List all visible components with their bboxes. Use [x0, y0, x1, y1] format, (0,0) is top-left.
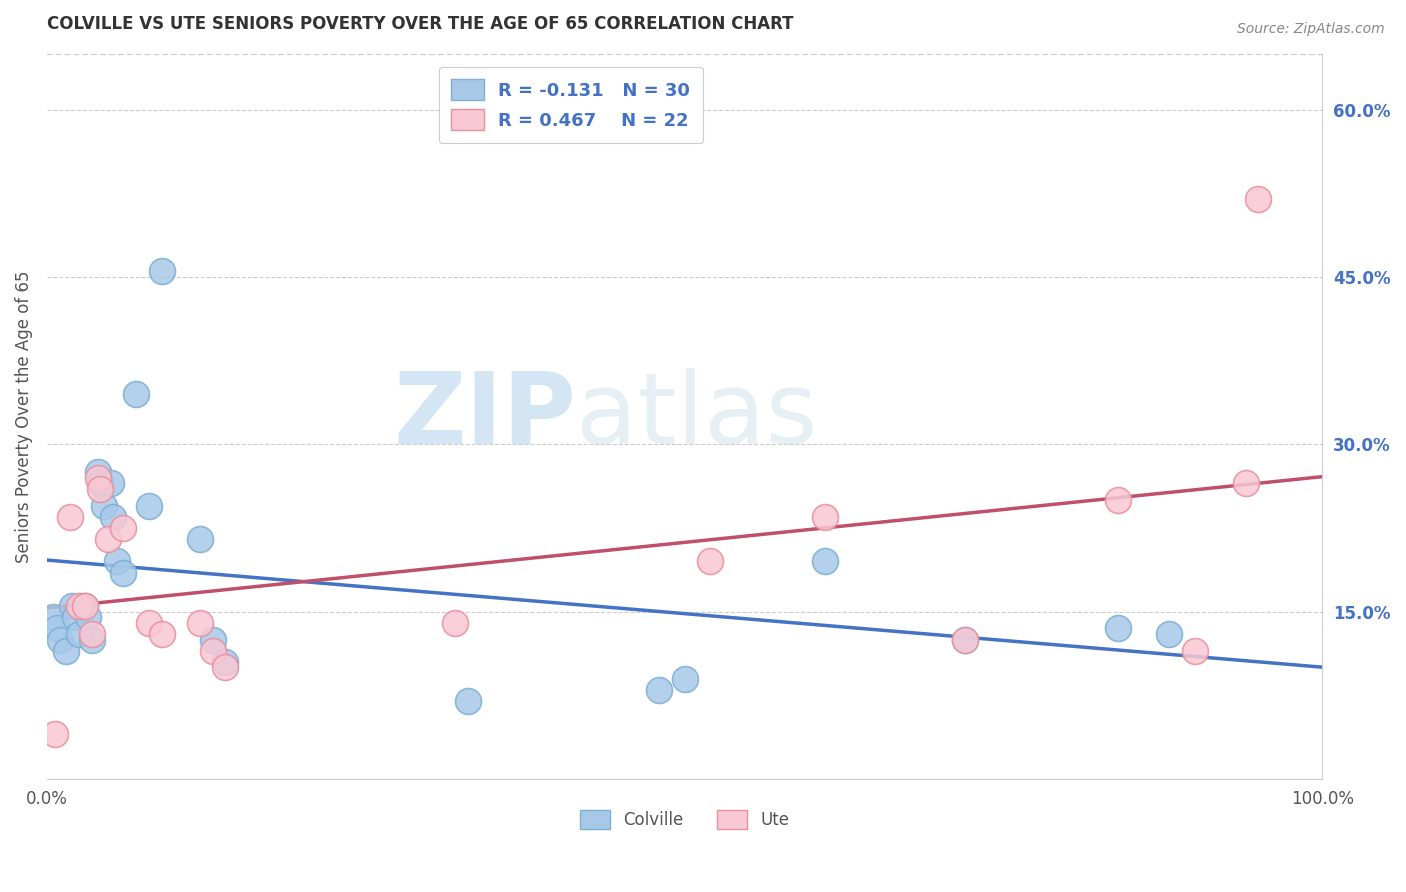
- Text: Source: ZipAtlas.com: Source: ZipAtlas.com: [1237, 22, 1385, 37]
- Point: [80, 627, 103, 641]
- Point: [188, 615, 211, 630]
- Point: [1159, 627, 1181, 641]
- Point: [112, 521, 135, 535]
- Point: [89, 476, 111, 491]
- Point: [150, 627, 173, 641]
- Point: [59, 509, 82, 524]
- Point: [55, 643, 77, 657]
- Point: [80, 632, 103, 647]
- Point: [953, 632, 976, 647]
- Point: [75, 599, 97, 613]
- Point: [150, 264, 173, 278]
- Y-axis label: Seniors Poverty Over the Age of 65: Seniors Poverty Over the Age of 65: [15, 270, 32, 563]
- Point: [814, 554, 837, 568]
- Point: [201, 643, 224, 657]
- Point: [63, 610, 86, 624]
- Point: [67, 599, 90, 613]
- Point: [44, 727, 66, 741]
- Point: [76, 610, 98, 624]
- Point: [89, 482, 111, 496]
- Point: [953, 632, 976, 647]
- Point: [112, 566, 135, 580]
- Point: [648, 682, 671, 697]
- Point: [201, 632, 224, 647]
- Point: [67, 627, 90, 641]
- Point: [100, 476, 122, 491]
- Point: [97, 532, 120, 546]
- Point: [699, 554, 721, 568]
- Point: [75, 599, 97, 613]
- Point: [93, 499, 115, 513]
- Point: [87, 471, 110, 485]
- Point: [457, 694, 479, 708]
- Legend: Colville, Ute: Colville, Ute: [574, 803, 796, 836]
- Point: [1184, 643, 1206, 657]
- Point: [1247, 192, 1270, 206]
- Point: [214, 655, 236, 669]
- Point: [814, 509, 837, 524]
- Point: [1107, 493, 1129, 508]
- Point: [48, 632, 70, 647]
- Point: [42, 610, 65, 624]
- Point: [138, 499, 160, 513]
- Point: [188, 532, 211, 546]
- Point: [103, 509, 125, 524]
- Point: [105, 554, 128, 568]
- Point: [138, 615, 160, 630]
- Point: [1107, 621, 1129, 635]
- Point: [87, 465, 110, 479]
- Point: [214, 660, 236, 674]
- Text: ZIP: ZIP: [394, 368, 576, 465]
- Point: [673, 672, 696, 686]
- Point: [46, 621, 69, 635]
- Point: [125, 387, 148, 401]
- Text: COLVILLE VS UTE SENIORS POVERTY OVER THE AGE OF 65 CORRELATION CHART: COLVILLE VS UTE SENIORS POVERTY OVER THE…: [46, 15, 793, 33]
- Point: [1234, 476, 1257, 491]
- Point: [444, 615, 467, 630]
- Point: [60, 599, 83, 613]
- Text: atlas: atlas: [576, 368, 818, 465]
